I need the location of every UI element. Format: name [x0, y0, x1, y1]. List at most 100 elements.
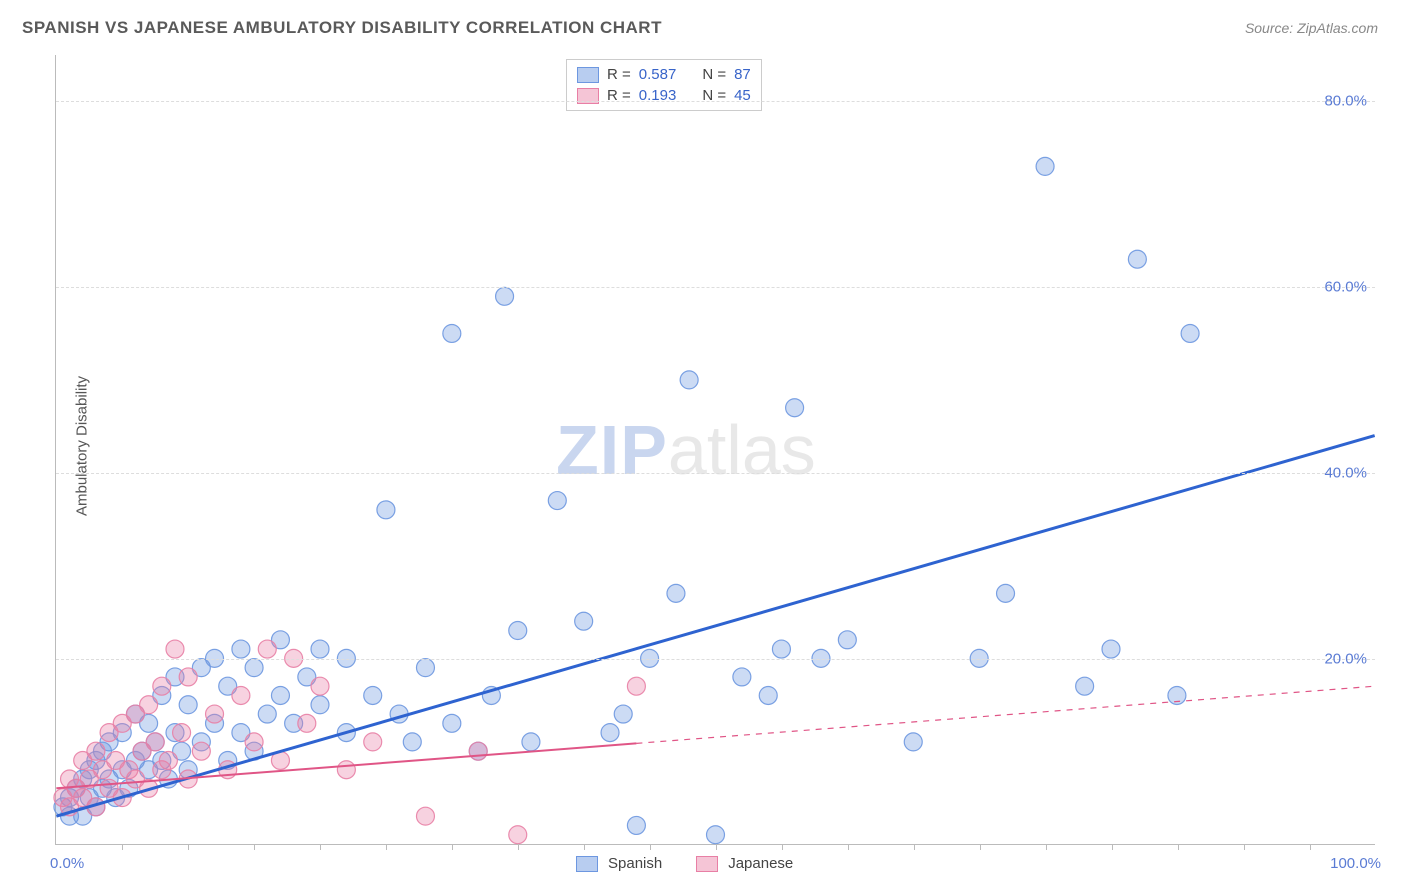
data-point-spanish: [904, 733, 922, 751]
chart-svg: [56, 55, 1375, 844]
x-tick: [650, 844, 651, 850]
chart-title: SPANISH VS JAPANESE AMBULATORY DISABILIT…: [22, 18, 662, 38]
data-point-spanish: [1076, 677, 1094, 695]
legend-row-spanish: R = 0.587 N = 87: [567, 64, 761, 85]
y-tick-label: 80.0%: [1324, 93, 1367, 110]
data-point-japanese: [311, 677, 329, 695]
x-tick: [914, 844, 915, 850]
data-point-spanish: [271, 686, 289, 704]
x-tick: [1178, 844, 1179, 850]
data-point-spanish: [548, 492, 566, 510]
data-point-spanish: [443, 714, 461, 732]
data-point-spanish: [707, 826, 725, 844]
data-point-japanese: [87, 742, 105, 760]
data-point-spanish: [232, 640, 250, 658]
gridline: [56, 101, 1375, 102]
x-tick: [1112, 844, 1113, 850]
legend-label-japanese: Japanese: [728, 855, 793, 872]
data-point-spanish: [443, 324, 461, 342]
data-point-japanese: [245, 733, 263, 751]
x-tick: [716, 844, 717, 850]
data-point-spanish: [377, 501, 395, 519]
plot-area: ZIPatlas R = 0.587 N = 87 R = 0.193 N = …: [55, 55, 1375, 845]
x-tick: [848, 844, 849, 850]
data-point-spanish: [245, 659, 263, 677]
data-point-spanish: [1102, 640, 1120, 658]
n-label: N =: [702, 66, 726, 83]
r-label: R =: [607, 66, 631, 83]
data-point-spanish: [1036, 157, 1054, 175]
data-point-japanese: [153, 677, 171, 695]
data-point-spanish: [667, 584, 685, 602]
data-point-spanish: [772, 640, 790, 658]
data-point-japanese: [232, 686, 250, 704]
x-tick: [584, 844, 585, 850]
data-point-spanish: [522, 733, 540, 751]
trendline-japanese-extrapolated: [636, 686, 1374, 743]
y-tick-label: 40.0%: [1324, 465, 1367, 482]
x-tick: [254, 844, 255, 850]
data-point-spanish: [614, 705, 632, 723]
data-point-spanish: [838, 631, 856, 649]
data-point-spanish: [733, 668, 751, 686]
data-point-japanese: [416, 807, 434, 825]
n-value-spanish: 87: [734, 66, 751, 83]
legend-label-spanish: Spanish: [608, 855, 662, 872]
data-point-spanish: [680, 371, 698, 389]
x-tick: [452, 844, 453, 850]
data-point-japanese: [192, 742, 210, 760]
gridline: [56, 473, 1375, 474]
x-tick: [386, 844, 387, 850]
legend-row-japanese: R = 0.193 N = 45: [567, 85, 761, 106]
x-tick: [1310, 844, 1311, 850]
data-point-spanish: [403, 733, 421, 751]
data-point-spanish: [496, 287, 514, 305]
x-tick: [1046, 844, 1047, 850]
swatch-spanish-bottom: [576, 856, 598, 872]
data-point-spanish: [997, 584, 1015, 602]
data-point-japanese: [364, 733, 382, 751]
data-point-japanese: [166, 640, 184, 658]
x-tick: [320, 844, 321, 850]
data-point-japanese: [627, 677, 645, 695]
data-point-spanish: [311, 640, 329, 658]
data-point-spanish: [509, 622, 527, 640]
data-point-spanish: [786, 399, 804, 417]
data-point-spanish: [1128, 250, 1146, 268]
swatch-spanish: [577, 67, 599, 83]
data-point-japanese: [140, 696, 158, 714]
data-point-spanish: [258, 705, 276, 723]
x-tick: [188, 844, 189, 850]
source-attribution: Source: ZipAtlas.com: [1245, 20, 1378, 36]
swatch-japanese-bottom: [696, 856, 718, 872]
data-point-spanish: [759, 686, 777, 704]
trendline-spanish: [56, 436, 1374, 817]
correlation-legend: R = 0.587 N = 87 R = 0.193 N = 45: [566, 59, 762, 111]
x-tick: [122, 844, 123, 850]
data-point-japanese: [146, 733, 164, 751]
data-point-spanish: [416, 659, 434, 677]
data-point-japanese: [298, 714, 316, 732]
y-tick-label: 20.0%: [1324, 651, 1367, 668]
x-axis-end-label: 100.0%: [1330, 855, 1381, 872]
x-tick: [980, 844, 981, 850]
data-point-spanish: [364, 686, 382, 704]
data-point-spanish: [179, 696, 197, 714]
gridline: [56, 287, 1375, 288]
r-value-spanish: 0.587: [639, 66, 677, 83]
y-tick-label: 60.0%: [1324, 279, 1367, 296]
x-tick: [1244, 844, 1245, 850]
data-point-japanese: [337, 761, 355, 779]
data-point-japanese: [509, 826, 527, 844]
x-tick: [782, 844, 783, 850]
data-point-japanese: [258, 640, 276, 658]
data-point-japanese: [173, 724, 191, 742]
data-point-spanish: [311, 696, 329, 714]
data-point-japanese: [469, 742, 487, 760]
x-tick: [518, 844, 519, 850]
data-point-japanese: [159, 751, 177, 769]
data-point-spanish: [601, 724, 619, 742]
data-point-japanese: [179, 668, 197, 686]
x-axis-start-label: 0.0%: [50, 855, 84, 872]
data-point-japanese: [206, 705, 224, 723]
